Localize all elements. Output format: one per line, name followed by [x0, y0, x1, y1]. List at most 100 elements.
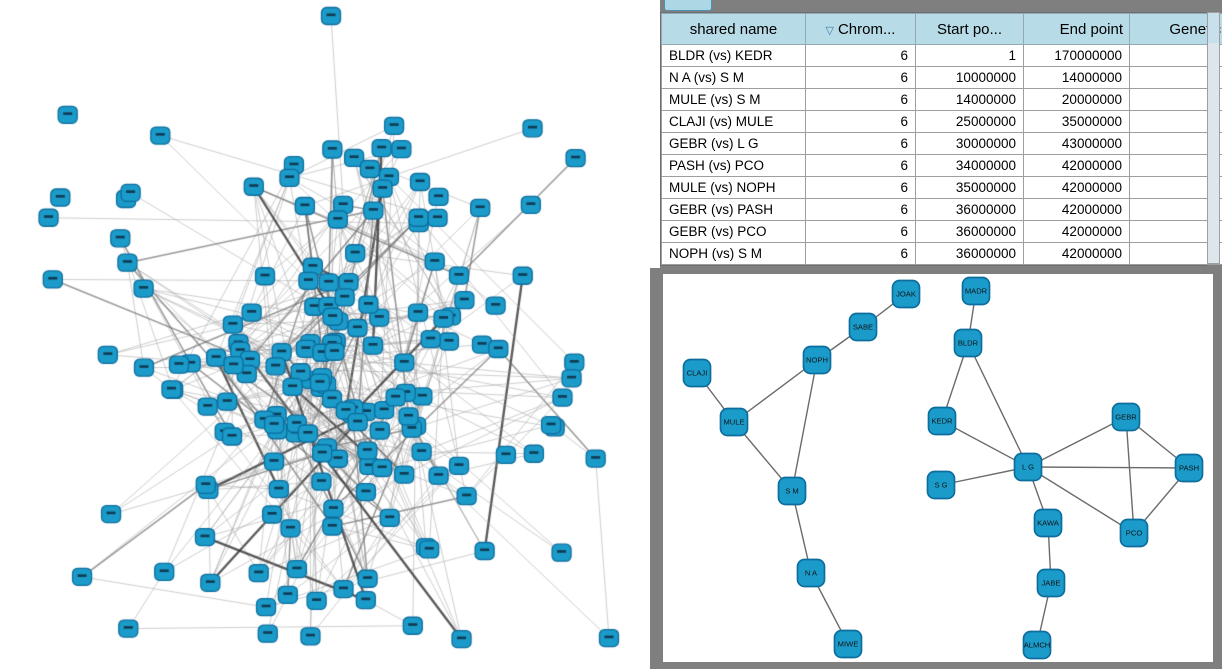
cell-value[interactable]: 43000000 — [1023, 132, 1130, 155]
cell-value[interactable]: 8.4 — [1129, 220, 1222, 243]
cell-value[interactable]: 42000000 — [1023, 176, 1130, 199]
cell-shared-name[interactable]: NOPH (vs) S M — [661, 242, 806, 265]
network-node-KEDR[interactable]: KEDR — [927, 406, 957, 436]
network-node-MADR[interactable]: MADR — [961, 276, 991, 306]
panel-tab-stub[interactable] — [664, 0, 712, 11]
cell-value[interactable]: 36000000 — [915, 242, 1024, 265]
cell-value[interactable]: 6 — [805, 176, 916, 199]
cell-shared-name[interactable]: N A (vs) S M — [661, 66, 806, 89]
cell-value[interactable]: 6 — [805, 154, 916, 177]
cell-value[interactable]: 42000000 — [1023, 242, 1130, 265]
node-label: MULE — [723, 418, 744, 427]
network-node-KAWA[interactable]: KAWA — [1033, 508, 1063, 538]
network-node-PASH[interactable]: PASH — [1174, 453, 1204, 483]
cell-value[interactable]: 192.0 — [1129, 44, 1222, 67]
network-edge-GEBR-PCO[interactable] — [1125, 416, 1135, 534]
cell-value[interactable]: 14000000 — [1023, 66, 1130, 89]
cell-value[interactable]: 6 — [805, 132, 916, 155]
cell-value[interactable]: 14000000 — [915, 88, 1024, 111]
network-node-JABE[interactable]: JABE — [1036, 568, 1066, 598]
table-row[interactable]: GEBR (vs) L G6300000004300000016.9 — [661, 132, 1222, 155]
cell-shared-name[interactable]: PASH (vs) PCO — [661, 154, 806, 177]
cell-value[interactable]: 20000000 — [1023, 88, 1130, 111]
network-node-JOAK[interactable]: JOAK — [891, 279, 921, 309]
table-row[interactable]: MULE (vs) S M614000000200000007.5 — [661, 88, 1222, 111]
network-node-GEBR[interactable]: GEBR — [1111, 402, 1141, 432]
cell-value[interactable]: 42000000 — [1023, 154, 1130, 177]
cell-value[interactable]: 170000000 — [1023, 44, 1130, 67]
table-row[interactable]: CLAJI (vs) MULE625000000350000005.9 — [661, 110, 1222, 133]
table-row[interactable]: N A (vs) S M610000000140000006.6 — [661, 66, 1222, 89]
cell-value[interactable]: 6 — [805, 66, 916, 89]
cell-value[interactable]: 6 — [805, 88, 916, 111]
network-node-CLAJI[interactable]: CLAJI — [682, 358, 712, 388]
column-header-0[interactable]: shared name — [661, 13, 806, 45]
network-node-SABE[interactable]: SABE — [848, 312, 878, 342]
network-edge-BLDR-LG[interactable] — [967, 342, 1029, 468]
cell-value[interactable]: 5.9 — [1129, 110, 1222, 133]
filter-icon[interactable]: ▽ — [825, 24, 834, 37]
network-node-ALMCH[interactable]: ALMCH — [1022, 630, 1052, 660]
table-row[interactable]: BLDR (vs) KEDR61170000000192.0 — [661, 44, 1222, 67]
network-node-NA[interactable]: N A — [796, 558, 826, 588]
table-row[interactable]: GEBR (vs) PCO636000000420000008.4 — [661, 220, 1222, 243]
cell-shared-name[interactable]: GEBR (vs) L G — [661, 132, 806, 155]
network-edge-NOPH-SM[interactable] — [791, 359, 818, 492]
table-row[interactable]: GEBR (vs) PASH636000000420000008.9 — [661, 198, 1222, 221]
cell-value[interactable]: 34000000 — [915, 154, 1024, 177]
network-node-BLDR[interactable]: BLDR — [953, 328, 983, 358]
cell-value[interactable]: 36000000 — [915, 198, 1024, 221]
network-edge-NOPH-MULE[interactable] — [733, 359, 818, 423]
cell-value[interactable]: 10.5 — [1129, 176, 1222, 199]
cell-shared-name[interactable]: BLDR (vs) KEDR — [661, 44, 806, 67]
table-row[interactable]: MULE (vs) NOPH6350000004200000010.5 — [661, 176, 1222, 199]
network-edge-LG-PASH[interactable] — [1027, 466, 1190, 469]
cell-value[interactable]: 16.9 — [1129, 132, 1222, 155]
cell-shared-name[interactable]: MULE (vs) S M — [661, 88, 806, 111]
cell-value[interactable]: 30000000 — [915, 132, 1024, 155]
column-header-2[interactable]: Start po... — [915, 13, 1024, 45]
cell-shared-name[interactable]: CLAJI (vs) MULE — [661, 110, 806, 133]
table-row[interactable]: PASH (vs) PCO6340000004200000011.4 — [661, 154, 1222, 177]
network-node-SM[interactable]: S M — [777, 476, 807, 506]
cell-value[interactable]: 42000000 — [1023, 198, 1130, 221]
column-header-3[interactable]: End point — [1023, 13, 1130, 45]
detail-network-view[interactable]: JOAK SABE NOPH CLAJI MULE S M N A MIWE MADR BLDR K… — [663, 274, 1213, 662]
network-node-SG[interactable]: S G — [926, 470, 956, 500]
cell-shared-name[interactable]: MULE (vs) NOPH — [661, 176, 806, 199]
network-node-PCO[interactable]: PCO — [1119, 518, 1149, 548]
network-node-MIWE[interactable]: MIWE — [833, 629, 863, 659]
cell-value[interactable]: 36000000 — [915, 220, 1024, 243]
table-row[interactable]: NOPH (vs) S M636000000420000009.9 — [661, 242, 1222, 265]
edge-attribute-table: shared name ▽ Chrom... Start po... End point… — [661, 13, 1222, 265]
cell-shared-name[interactable]: GEBR (vs) PCO — [661, 220, 806, 243]
right-panel-region: shared name ▽ Chrom... Start po... End point… — [650, 0, 1222, 669]
cell-value[interactable]: 35000000 — [915, 176, 1024, 199]
network-edge-LG-GEBR[interactable] — [1027, 416, 1127, 468]
cell-value[interactable]: 7.5 — [1129, 88, 1222, 111]
network-node-LG[interactable]: L G — [1013, 452, 1043, 482]
cell-value[interactable]: 6 — [805, 198, 916, 221]
cell-value[interactable]: 10000000 — [915, 66, 1024, 89]
cell-value[interactable]: 6.6 — [1129, 66, 1222, 89]
column-header-4[interactable]: Genetic... — [1129, 13, 1222, 45]
network-edge-LG-PCO[interactable] — [1027, 466, 1135, 534]
network-node-MULE[interactable]: MULE — [719, 407, 749, 437]
cell-value[interactable]: 6 — [805, 242, 916, 265]
cell-value[interactable]: 6 — [805, 44, 916, 67]
overview-network-view[interactable] — [0, 0, 650, 669]
node-label: L G — [1022, 463, 1034, 472]
network-edge-SG-LG[interactable] — [940, 466, 1029, 486]
cell-shared-name[interactable]: GEBR (vs) PASH — [661, 198, 806, 221]
cell-value[interactable]: 42000000 — [1023, 220, 1130, 243]
network-node-NOPH[interactable]: NOPH — [802, 345, 832, 375]
cell-value[interactable]: 1 — [915, 44, 1024, 67]
column-header-1[interactable]: ▽ Chrom... — [805, 13, 916, 45]
cell-value[interactable]: 35000000 — [1023, 110, 1130, 133]
network-edge-KEDR-LG[interactable] — [941, 420, 1029, 468]
table-scrollbar[interactable] — [1207, 12, 1220, 264]
cell-value[interactable]: 9.9 — [1129, 242, 1222, 265]
cell-value[interactable]: 6 — [805, 220, 916, 243]
cell-value[interactable]: 6 — [805, 110, 916, 133]
cell-value[interactable]: 25000000 — [915, 110, 1024, 133]
